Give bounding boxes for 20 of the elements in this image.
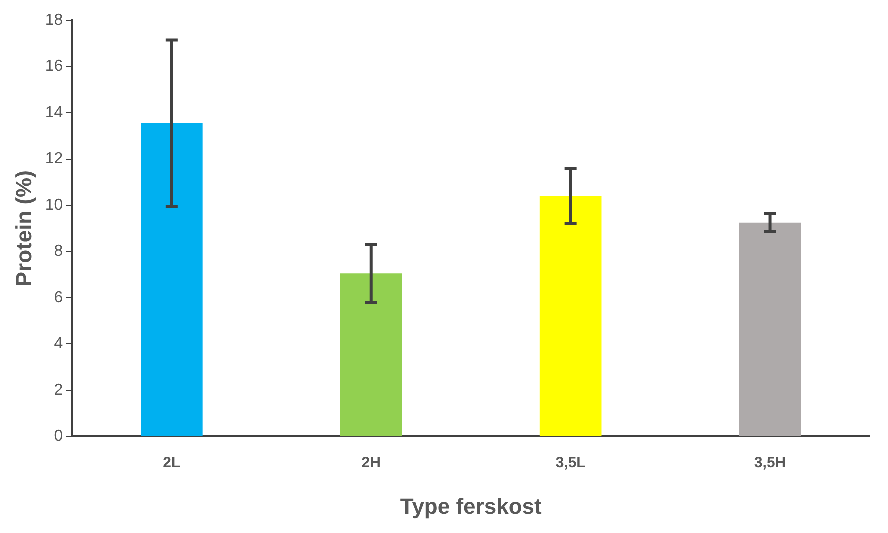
y-tick-label: 6 — [54, 289, 64, 306]
bar — [141, 123, 203, 436]
y-tick-label: 0 — [54, 428, 64, 446]
x-tick-label: 3,5L — [556, 454, 586, 472]
y-tick-label: 8 — [54, 243, 64, 260]
y-tick-label: 4 — [54, 336, 64, 353]
y-axis-title: Protein (%) — [11, 170, 36, 287]
y-tick-label: 18 — [45, 12, 64, 30]
bar — [540, 196, 602, 436]
x-axis-title: Type ferskost — [400, 494, 542, 519]
y-tick-label: 14 — [45, 104, 64, 122]
y-tick-label: 12 — [45, 150, 64, 168]
x-tick-label: 2H — [362, 454, 381, 472]
y-tick-label: 16 — [45, 58, 64, 76]
y-tick-label: 2 — [54, 382, 64, 399]
bar — [739, 222, 802, 436]
bar — [340, 274, 402, 436]
x-tick-label: 2L — [163, 454, 181, 472]
x-tick-label: 3,5H — [754, 454, 786, 472]
y-tick-label: 10 — [45, 196, 64, 214]
